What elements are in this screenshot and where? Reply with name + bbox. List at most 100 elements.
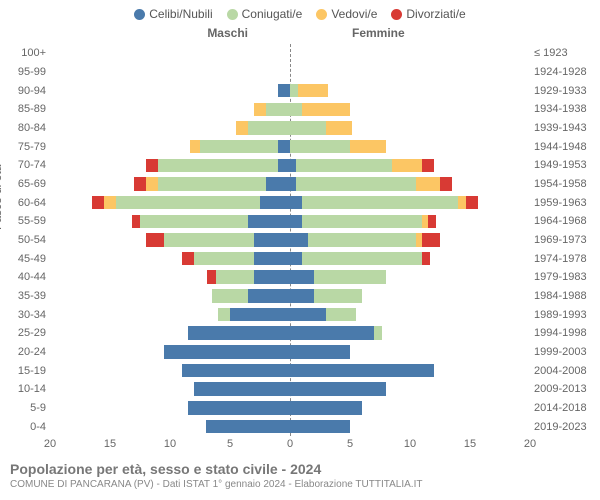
bar-seg [146,159,158,172]
pyramid-row [50,175,530,194]
bar-seg [182,364,290,377]
age-label: 85-89 [4,100,46,119]
legend: Celibi/NubiliConiugati/eVedovi/eDivorzia… [0,4,600,24]
bar-seg [422,159,434,172]
female-bar [290,324,530,343]
x-tick: 20 [524,438,536,450]
bar-seg [290,364,434,377]
birth-label: 1969-1973 [534,231,596,250]
birth-label: 1929-1933 [534,81,596,100]
bar-seg [422,252,430,265]
age-label: 70-74 [4,156,46,175]
bar-seg [164,345,290,358]
male-bar [50,81,290,100]
birth-label: 2014-2018 [534,399,596,418]
pyramid-row [50,193,530,212]
bar-seg [290,289,314,302]
female-bar [290,137,530,156]
bar-seg [146,177,158,190]
bar-seg [326,308,356,321]
bar-seg [290,233,308,246]
bar-seg [260,196,290,209]
male-bar [50,63,290,82]
male-bar [50,175,290,194]
pyramid-row [50,417,530,436]
bar-seg [200,140,278,153]
bar-seg [92,196,104,209]
female-bar [290,81,530,100]
bar-seg [207,270,215,283]
bar-seg [458,196,466,209]
bar-seg [302,196,458,209]
age-label: 15-19 [4,361,46,380]
birth-label: 1964-1968 [534,212,596,231]
bar-seg [158,159,278,172]
male-bar [50,417,290,436]
bar-seg [326,121,352,134]
bar-seg [308,233,416,246]
male-bar [50,380,290,399]
male-bar [50,156,290,175]
bar-seg [254,233,290,246]
bar-seg [254,270,290,283]
age-label: 95-99 [4,63,46,82]
male-bar [50,44,290,63]
bar-seg [188,401,290,414]
bar-seg [290,401,362,414]
birth-label: 1934-1938 [534,100,596,119]
birth-labels: ≤ 19231924-19281929-19331934-19381939-19… [534,44,596,436]
bar-seg [290,345,350,358]
legend-swatch [227,9,238,20]
age-label: 80-84 [4,119,46,138]
female-bar [290,156,530,175]
legend-label: Celibi/Nubili [149,7,212,21]
female-bar [290,417,530,436]
bar-seg [290,103,302,116]
bar-seg [182,252,194,265]
birth-label: 1924-1928 [534,63,596,82]
header-maschi: Maschi [207,26,248,40]
pyramid-row [50,305,530,324]
age-label: 5-9 [4,399,46,418]
male-bar [50,361,290,380]
bar-seg [296,177,416,190]
x-tick: 15 [464,438,476,450]
birth-label: 1959-1963 [534,193,596,212]
bar-seg [290,121,326,134]
bar-seg [140,215,248,228]
male-bar [50,305,290,324]
chart-subtitle: COMUNE DI PANCARANA (PV) - Dati ISTAT 1°… [10,478,590,492]
chart-footer: Popolazione per età, sesso e stato civil… [10,460,590,496]
bar-seg [230,308,290,321]
female-bar [290,44,530,63]
bar-seg [134,177,146,190]
column-headers: Maschi Femmine [0,26,600,42]
pyramid-row [50,81,530,100]
age-label: 50-54 [4,231,46,250]
bar-seg [116,196,260,209]
age-label: 30-34 [4,305,46,324]
female-bar [290,63,530,82]
header-femmine: Femmine [352,26,405,40]
birth-label: 1989-1993 [534,305,596,324]
pyramid-row [50,268,530,287]
birth-label: 1979-1983 [534,268,596,287]
female-bar [290,175,530,194]
bar-seg [158,177,266,190]
bar-seg [248,215,290,228]
bar-seg [278,140,290,153]
female-bar [290,305,530,324]
pyramid-row [50,343,530,362]
x-tick: 5 [347,438,353,450]
birth-label: 1994-1998 [534,324,596,343]
female-bar [290,249,530,268]
bar-seg [314,289,362,302]
female-bar [290,119,530,138]
birth-label: 1939-1943 [534,119,596,138]
bar-seg [194,252,254,265]
x-tick: 0 [287,438,293,450]
x-tick: 10 [164,438,176,450]
bar-seg [212,289,248,302]
male-bar [50,398,290,417]
bar-seg [290,382,386,395]
